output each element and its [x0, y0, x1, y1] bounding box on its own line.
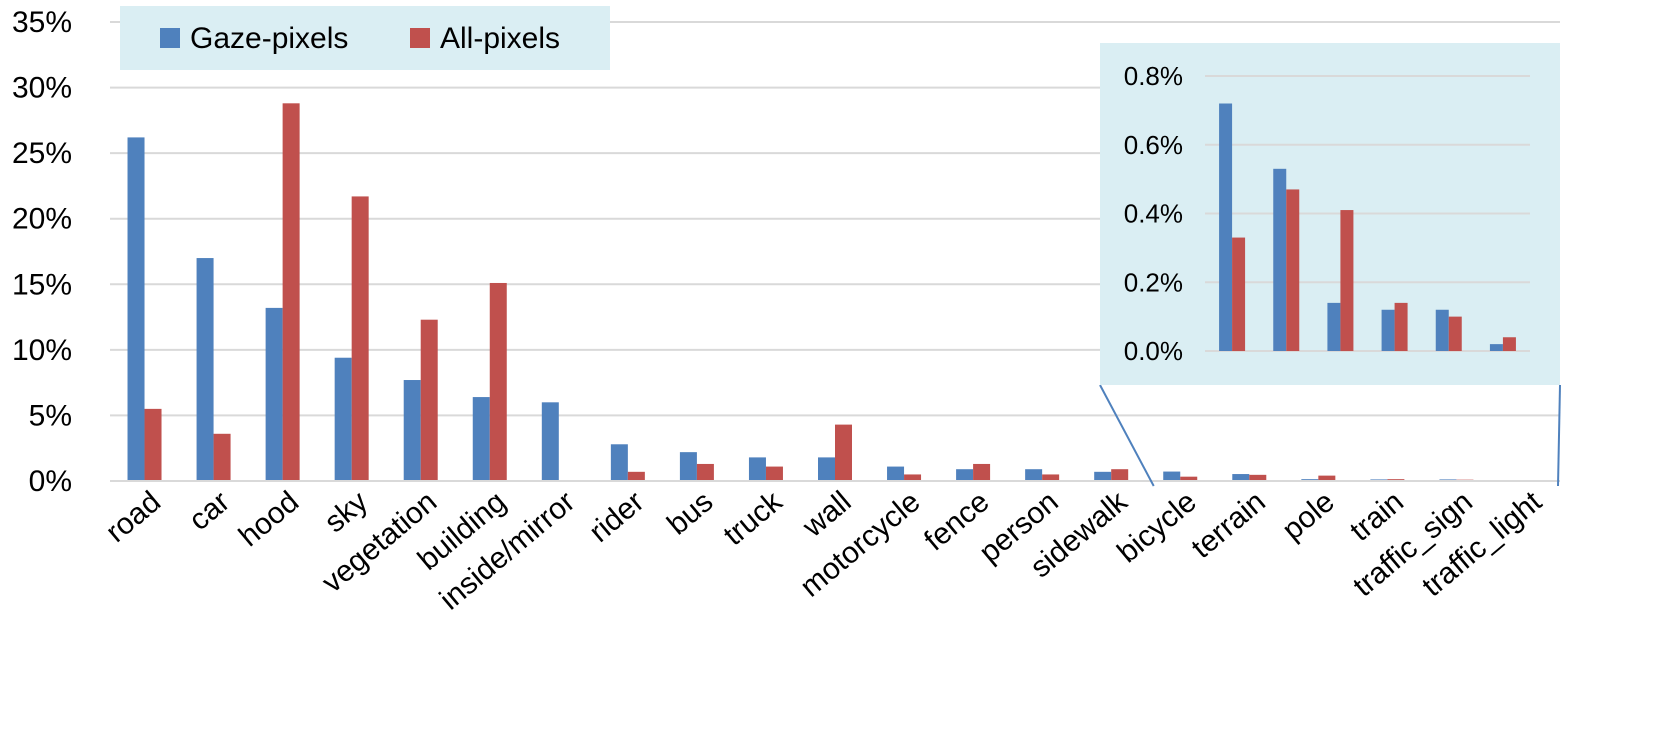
inset-bar-all-pixels: [1286, 189, 1299, 351]
bar-gaze-pixels: [956, 469, 973, 481]
legend-swatch: [410, 28, 430, 48]
bar-gaze-pixels: [128, 137, 145, 481]
bar-gaze-pixels: [542, 402, 559, 481]
x-tick-label: hood: [233, 485, 305, 553]
inset-bar-gaze-pixels: [1382, 310, 1395, 351]
bar-gaze-pixels: [611, 444, 628, 481]
bar-gaze-pixels: [1232, 474, 1249, 481]
x-tick-label: terrain: [1185, 485, 1271, 565]
bar-all-pixels: [697, 464, 714, 481]
inset-bar-gaze-pixels: [1219, 104, 1232, 352]
y-tick-label: 10%: [12, 334, 72, 367]
bar-all-pixels: [766, 467, 783, 481]
inset-bar-all-pixels: [1340, 210, 1353, 351]
y-tick-label: 25%: [12, 137, 72, 170]
inset-bar-all-pixels: [1503, 337, 1516, 351]
bar-gaze-pixels: [1025, 469, 1042, 481]
inset-bar-gaze-pixels: [1490, 344, 1503, 351]
bar-all-pixels: [490, 283, 507, 481]
bar-gaze-pixels: [404, 380, 421, 481]
bar-all-pixels: [628, 472, 645, 481]
inset-y-tick-label: 0.2%: [1124, 267, 1183, 297]
bar-gaze-pixels: [1163, 472, 1180, 481]
bar-all-pixels: [145, 409, 162, 481]
inset-bar-gaze-pixels: [1436, 310, 1449, 351]
bar-gaze-pixels: [197, 258, 214, 481]
inset-bar-gaze-pixels: [1327, 303, 1340, 351]
y-tick-label: 15%: [12, 268, 72, 301]
bar-all-pixels: [214, 434, 231, 481]
bar-gaze-pixels: [818, 457, 835, 481]
x-tick-label: road: [100, 485, 167, 549]
x-tick-label: pole: [1276, 485, 1341, 547]
bar-gaze-pixels: [335, 358, 352, 481]
bar-gaze-pixels: [473, 397, 490, 481]
y-tick-label: 20%: [12, 203, 72, 236]
legend-label: All-pixels: [440, 22, 560, 55]
inset-y-tick-label: 0.6%: [1124, 130, 1183, 160]
x-tick-label: car: [183, 485, 236, 537]
inset-bar-all-pixels: [1449, 317, 1462, 351]
bar-all-pixels: [352, 196, 369, 481]
inset-bar-all-pixels: [1395, 303, 1408, 351]
bar-all-pixels: [1111, 469, 1128, 481]
bar-all-pixels: [283, 103, 300, 481]
bar-gaze-pixels: [1094, 472, 1111, 481]
bar-gaze-pixels: [887, 467, 904, 481]
y-tick-label: 0%: [29, 465, 72, 498]
y-tick-label: 35%: [12, 6, 72, 39]
bar-gaze-pixels: [680, 452, 697, 481]
inset-y-tick-label: 0.8%: [1124, 61, 1183, 91]
bar-all-pixels: [973, 464, 990, 481]
bar-gaze-pixels: [266, 308, 283, 481]
bar-all-pixels: [835, 425, 852, 481]
legend-label: Gaze-pixels: [190, 22, 348, 55]
inset-y-tick-label: 0.0%: [1124, 336, 1183, 366]
inset-bar-gaze-pixels: [1273, 169, 1286, 351]
x-tick-label: truck: [717, 484, 789, 552]
bar-gaze-pixels: [749, 457, 766, 481]
zoom-connector-right: [1558, 385, 1560, 486]
x-tick-label: bus: [661, 485, 719, 541]
y-tick-label: 30%: [12, 72, 72, 105]
inset-y-tick-label: 0.4%: [1124, 199, 1183, 229]
bar-all-pixels: [421, 320, 438, 481]
inset-bar-all-pixels: [1232, 238, 1245, 351]
x-tick-label: bicycle: [1111, 485, 1202, 569]
legend-swatch: [160, 28, 180, 48]
y-tick-label: 5%: [29, 399, 72, 432]
x-tick-label: rider: [583, 485, 650, 549]
